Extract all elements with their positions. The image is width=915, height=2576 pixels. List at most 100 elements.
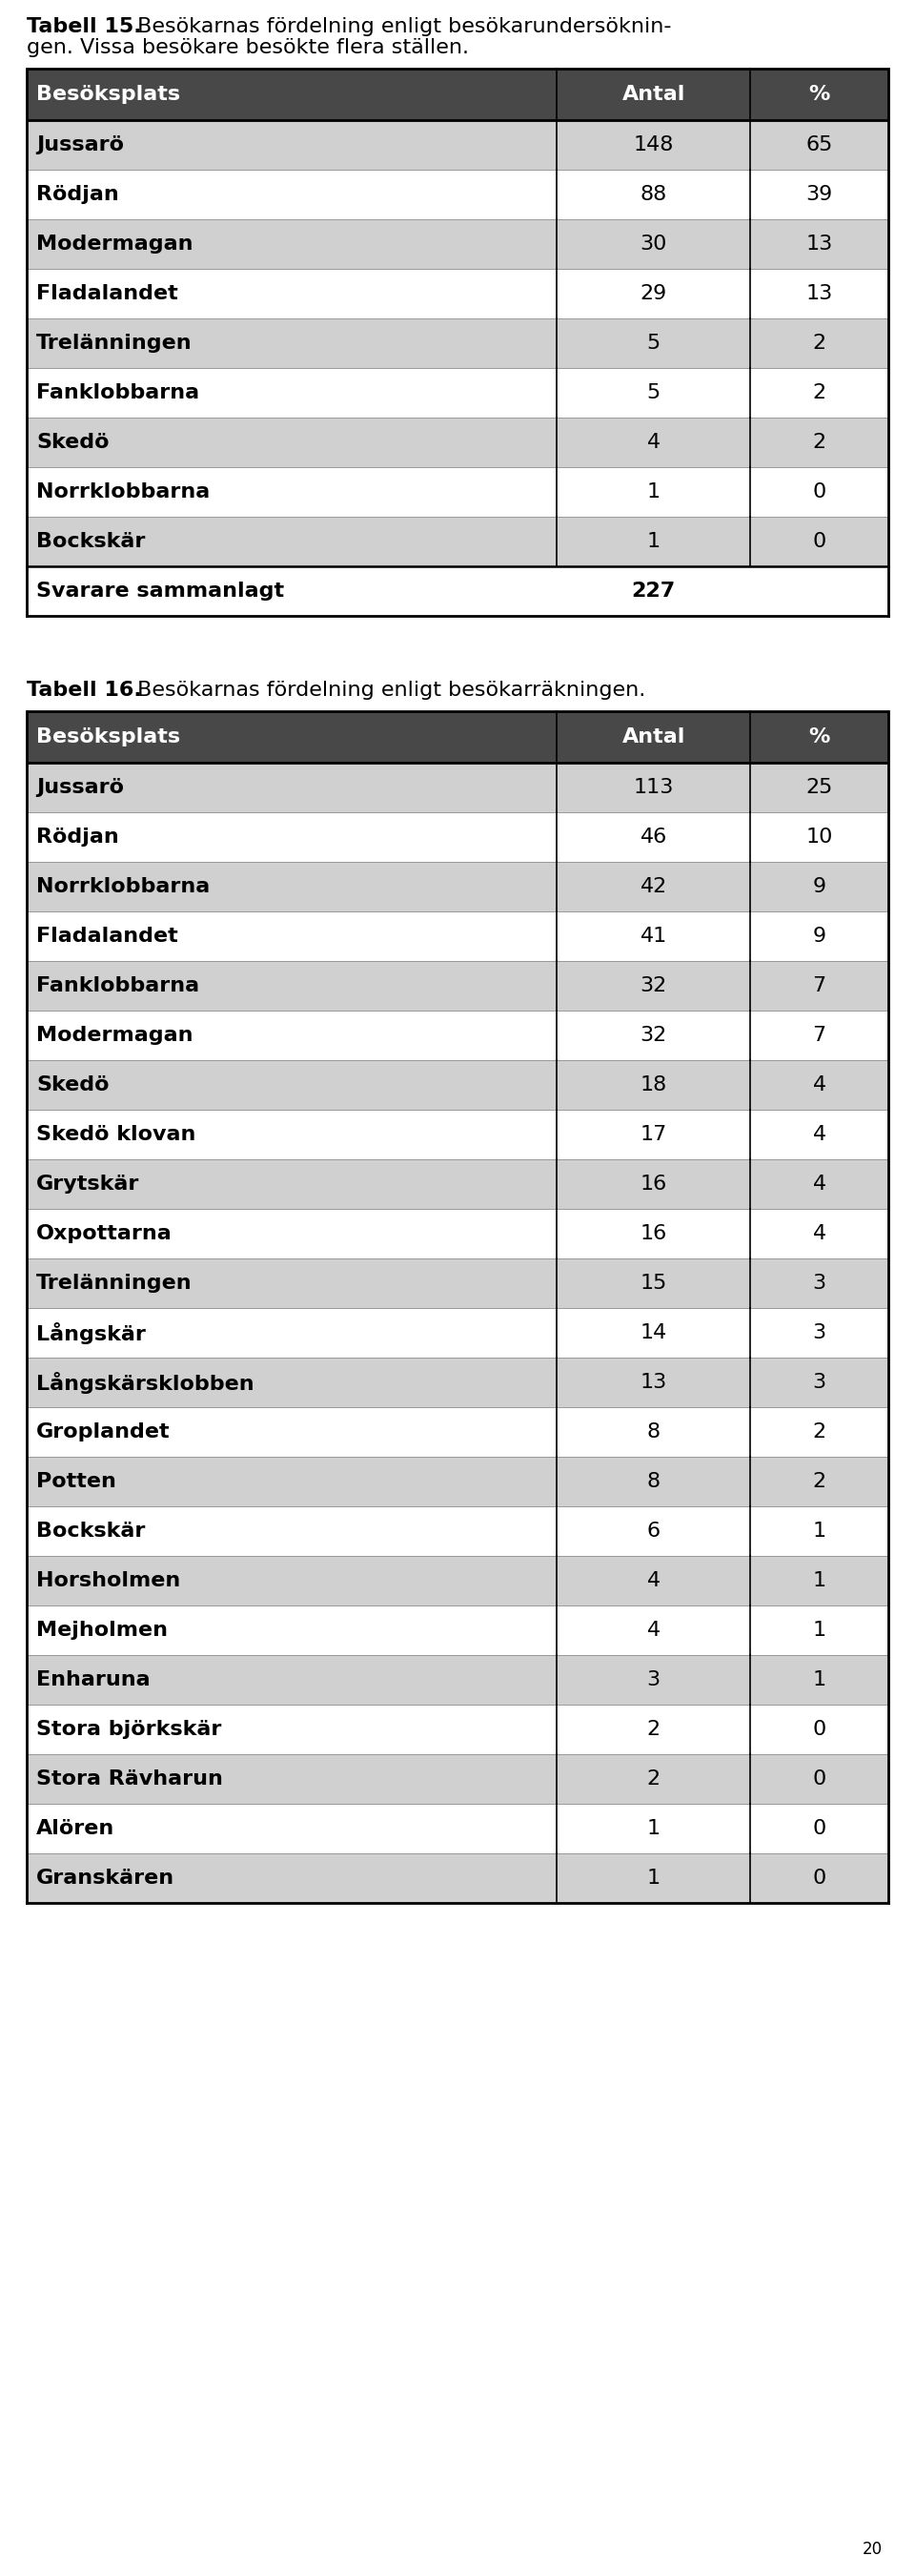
Bar	[27, 70, 556, 121]
Text: 32: 32	[640, 1025, 667, 1046]
Text: 2: 2	[647, 1770, 661, 1788]
Bar	[556, 70, 750, 121]
Bar	[556, 961, 750, 1010]
Bar	[750, 1654, 888, 1705]
Bar	[556, 170, 750, 219]
Bar	[27, 1605, 556, 1654]
Text: Långskär: Långskär	[37, 1321, 145, 1345]
Text: Besökarnas fördelning enligt besökarundersöknin-: Besökarnas fördelning enligt besökarunde…	[131, 18, 672, 36]
Text: 1: 1	[813, 1620, 826, 1641]
Text: Skedö: Skedö	[37, 433, 109, 451]
Text: 1: 1	[647, 1868, 661, 1888]
Bar	[556, 711, 750, 762]
Text: Tabell 15.: Tabell 15.	[27, 18, 142, 36]
Bar	[556, 1406, 750, 1458]
Text: 113: 113	[633, 778, 673, 796]
Text: 13: 13	[640, 1373, 667, 1391]
Bar	[750, 863, 888, 912]
Bar	[750, 466, 888, 518]
Text: %: %	[809, 726, 830, 747]
Bar	[750, 1458, 888, 1507]
Bar	[556, 1061, 750, 1110]
Text: Besökarnas fördelning enligt besökarräkningen.: Besökarnas fördelning enligt besökarräkn…	[131, 680, 645, 701]
Bar	[556, 219, 750, 268]
Text: 4: 4	[813, 1224, 826, 1244]
Bar	[27, 466, 556, 518]
Text: Besöksplats: Besöksplats	[37, 85, 180, 103]
Bar	[556, 1754, 750, 1803]
Bar	[750, 417, 888, 466]
Bar	[27, 1309, 556, 1358]
Bar	[27, 170, 556, 219]
Text: Fanklobbarna: Fanklobbarna	[37, 384, 199, 402]
Bar	[750, 1208, 888, 1260]
Bar	[750, 1754, 888, 1803]
Bar	[750, 1358, 888, 1406]
Bar	[750, 912, 888, 961]
Bar	[27, 1556, 556, 1605]
Bar	[27, 1358, 556, 1406]
Text: 15: 15	[640, 1273, 667, 1293]
Text: Modermagan: Modermagan	[37, 1025, 193, 1046]
Text: Grytskär: Grytskär	[37, 1175, 139, 1193]
Bar	[750, 762, 888, 811]
Text: 9: 9	[813, 927, 826, 945]
Text: 7: 7	[813, 976, 826, 994]
Text: 0: 0	[813, 533, 826, 551]
Bar	[556, 1654, 750, 1705]
Text: 25: 25	[806, 778, 833, 796]
Bar	[750, 121, 888, 170]
Text: 14: 14	[640, 1324, 667, 1342]
Text: 3: 3	[813, 1373, 826, 1391]
Bar	[750, 1852, 888, 1904]
Text: 17: 17	[640, 1126, 667, 1144]
Bar	[750, 1309, 888, 1358]
Text: 8: 8	[647, 1471, 661, 1492]
Bar	[556, 1507, 750, 1556]
Bar	[27, 417, 556, 466]
Bar	[556, 1605, 750, 1654]
Bar	[750, 1010, 888, 1061]
Text: 1: 1	[813, 1669, 826, 1690]
Bar	[750, 319, 888, 368]
Text: 4: 4	[647, 1620, 661, 1641]
Bar	[750, 268, 888, 319]
Text: 0: 0	[813, 1819, 826, 1839]
Text: Horsholmen: Horsholmen	[37, 1571, 180, 1589]
Bar	[556, 811, 750, 863]
Bar	[750, 1159, 888, 1208]
Bar	[750, 1556, 888, 1605]
Bar	[750, 1110, 888, 1159]
Bar	[556, 1705, 750, 1754]
Bar	[556, 1458, 750, 1507]
Bar	[27, 1010, 556, 1061]
Text: Jussarö: Jussarö	[37, 137, 124, 155]
Text: 8: 8	[647, 1422, 661, 1443]
Bar	[27, 1260, 556, 1309]
Bar	[750, 1406, 888, 1458]
Text: Mejholmen: Mejholmen	[37, 1620, 167, 1641]
Bar	[27, 1110, 556, 1159]
Text: 1: 1	[647, 533, 661, 551]
Text: 3: 3	[813, 1273, 826, 1293]
Text: Långskärsklobben: Långskärsklobben	[37, 1370, 254, 1394]
Text: 0: 0	[813, 1721, 826, 1739]
Bar	[750, 567, 888, 616]
Bar	[27, 1852, 556, 1904]
Bar	[27, 1208, 556, 1260]
Text: 4: 4	[647, 433, 661, 451]
Text: 5: 5	[647, 384, 661, 402]
Text: Besöksplats: Besöksplats	[37, 726, 180, 747]
Bar	[27, 961, 556, 1010]
Text: 29: 29	[640, 283, 667, 304]
Text: 39: 39	[806, 185, 833, 204]
Text: 2: 2	[813, 384, 826, 402]
Text: %: %	[809, 85, 830, 103]
Text: 10: 10	[806, 827, 833, 848]
Bar	[556, 466, 750, 518]
Text: Antal: Antal	[622, 85, 685, 103]
Bar	[556, 268, 750, 319]
Bar	[556, 762, 750, 811]
Bar	[556, 1358, 750, 1406]
Bar	[750, 1803, 888, 1852]
